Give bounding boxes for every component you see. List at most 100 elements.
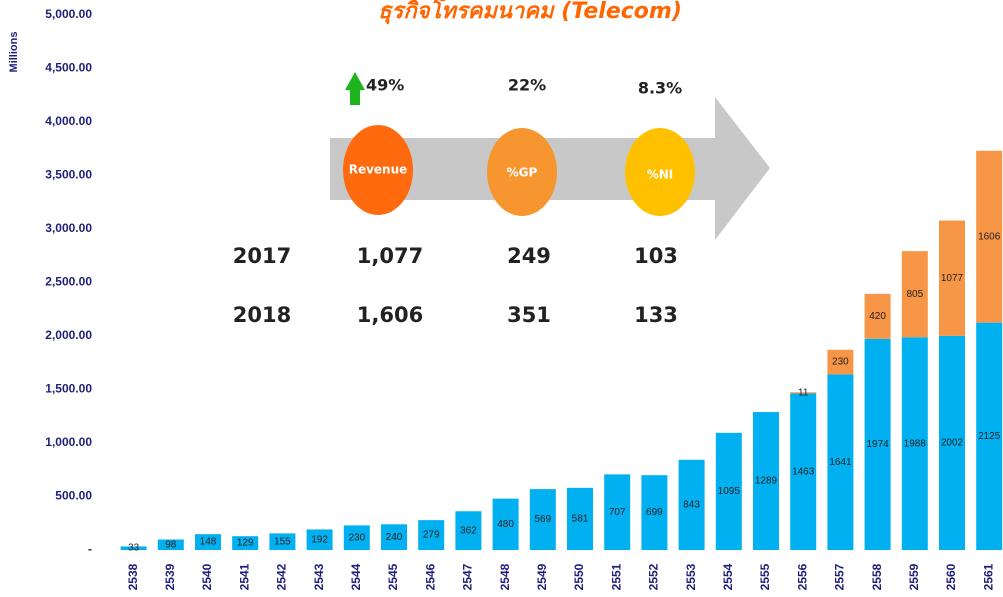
- value-label: 362: [460, 525, 477, 536]
- bar-segment: [269, 533, 296, 550]
- growth-label: 22%: [508, 76, 546, 95]
- bar-segment: [678, 459, 705, 550]
- table-cell: 2018: [233, 303, 291, 327]
- y-tick-label: 3,500.00: [45, 168, 92, 182]
- x-tick-label: 2551: [609, 563, 623, 590]
- value-label: 480: [497, 519, 514, 530]
- bar-segment: [455, 511, 482, 550]
- x-tick-label: 2538: [126, 563, 140, 590]
- y-tick-label: 500.00: [55, 489, 92, 503]
- x-tick-label: 2543: [312, 563, 326, 590]
- value-label: 98: [165, 539, 177, 550]
- metric-label: %NI: [647, 168, 674, 182]
- x-tick-label: 2541: [237, 563, 251, 590]
- chart-title: ธุรกิจโทรคมนาคม (Telecom): [378, 0, 682, 25]
- x-tick-label: 2555: [758, 563, 772, 590]
- x-tick-label: 2550: [572, 563, 586, 590]
- bar-segment: [604, 474, 631, 550]
- bar-segment: [381, 524, 407, 550]
- value-label: 1289: [755, 476, 778, 487]
- bar-segment: [790, 392, 817, 394]
- bar-segment: [567, 487, 593, 550]
- x-tick-label: 2549: [535, 563, 549, 590]
- x-tick-label: 2545: [386, 563, 400, 590]
- up-arrow: [345, 72, 365, 105]
- value-label: 240: [386, 532, 403, 543]
- y-tick-label: -: [88, 542, 92, 556]
- x-tick-label: 2556: [795, 563, 809, 590]
- value-label: 230: [832, 357, 849, 368]
- y-tick-label: 3,000.00: [45, 221, 92, 235]
- x-tick-label: 2540: [200, 563, 214, 590]
- bar-segment: [939, 220, 965, 336]
- y-tick-label: 1,000.00: [45, 435, 92, 449]
- x-tick-label: 2559: [907, 563, 921, 590]
- table-cell: 103: [634, 244, 678, 268]
- value-label: 1077: [941, 273, 964, 284]
- value-label: 843: [683, 500, 700, 511]
- bar-segment: [864, 338, 891, 550]
- y-tick-label: 4,000.00: [45, 114, 92, 128]
- value-label: 569: [534, 514, 551, 525]
- x-tick-label: 2561: [981, 563, 995, 590]
- value-label: 1095: [718, 486, 741, 497]
- growth-label: 49%: [366, 76, 404, 95]
- bar-segment: [753, 412, 779, 550]
- x-tick-label: 2554: [721, 563, 735, 590]
- value-label: 192: [311, 534, 328, 545]
- x-tick-label: 2558: [870, 563, 884, 590]
- table-cell: 249: [507, 244, 551, 268]
- value-label: 33: [128, 543, 140, 554]
- bar-segment: [195, 534, 221, 550]
- value-label: 1606: [978, 231, 1001, 242]
- value-label: 581: [572, 514, 589, 525]
- value-label: 420: [869, 311, 886, 322]
- value-label: 11: [798, 388, 809, 399]
- x-tick-label: 2539: [163, 563, 177, 590]
- bar-segment: [827, 374, 854, 550]
- bar-segment: [529, 489, 556, 550]
- value-label: 155: [274, 536, 291, 547]
- bar-segment: [306, 529, 333, 550]
- bar-segment: [864, 293, 891, 339]
- y-axis-label: Millions: [8, 32, 20, 73]
- table-cell: 1,606: [357, 303, 423, 327]
- bar-segment: [343, 525, 370, 550]
- table-cell: 2017: [233, 244, 291, 268]
- table-cell: 351: [507, 303, 551, 327]
- y-tick-label: 2,500.00: [45, 275, 92, 289]
- x-tick-label: 2546: [423, 563, 437, 590]
- bar-segment: [120, 546, 147, 550]
- growth-label: 8.3%: [638, 79, 682, 98]
- x-tick-label: 2553: [684, 563, 698, 590]
- x-tick-label: 2548: [498, 563, 512, 590]
- y-tick-label: 4,500.00: [45, 61, 92, 75]
- metric-circle: [487, 128, 557, 216]
- bar-segment: [901, 337, 928, 550]
- bar-segment: [827, 349, 854, 375]
- x-tick-label: 2544: [349, 563, 363, 590]
- bar-segment: [939, 335, 965, 550]
- bar-segment: [790, 393, 817, 550]
- x-tick-label: 2552: [647, 563, 661, 590]
- table-cell: 133: [634, 303, 678, 327]
- y-tick-label: 2,000.00: [45, 328, 92, 342]
- x-tick-label: 2542: [275, 563, 289, 590]
- value-label: 1641: [829, 457, 852, 468]
- value-label: 805: [906, 289, 923, 300]
- value-label: 230: [348, 532, 365, 543]
- value-label: 129: [237, 538, 254, 549]
- bar-segment: [641, 475, 668, 550]
- y-tick-label: 5,000.00: [45, 7, 92, 21]
- value-label: 707: [609, 507, 626, 518]
- value-label: 1463: [792, 466, 815, 477]
- bar-segment: [232, 536, 259, 550]
- bar-segment: [418, 520, 445, 550]
- value-label: 148: [200, 537, 217, 548]
- x-tick-label: 2557: [833, 563, 847, 590]
- bar-segment: [976, 150, 1003, 323]
- value-label: 2002: [941, 438, 964, 449]
- x-tick-label: 2547: [461, 563, 475, 590]
- bar-segment: [492, 498, 519, 550]
